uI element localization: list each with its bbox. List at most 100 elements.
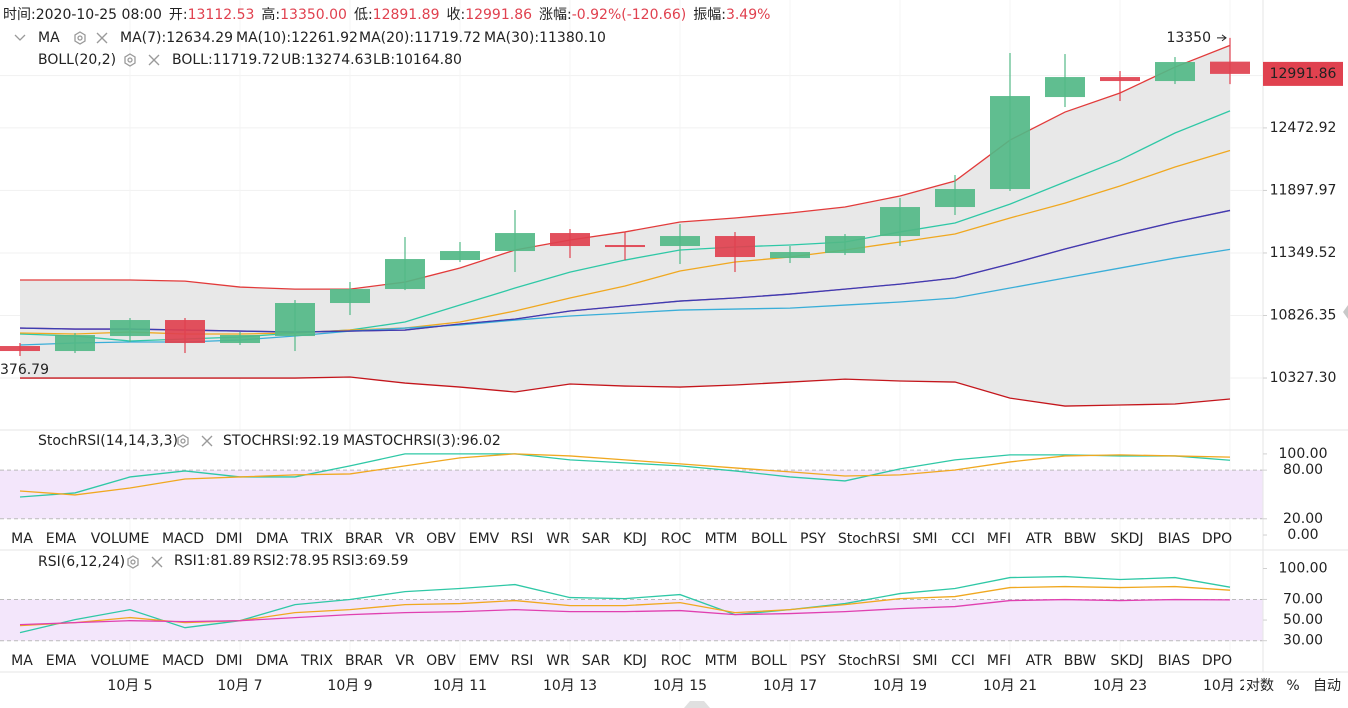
indicator-tab[interactable]: VR xyxy=(395,531,415,547)
indicator-tab[interactable]: DMA xyxy=(256,653,289,669)
indicator-tab[interactable]: BIAS xyxy=(1158,531,1190,547)
header-label: 振幅: xyxy=(693,7,726,23)
indicator-tab[interactable]: BRAR xyxy=(345,531,383,547)
candle-body xyxy=(770,252,810,259)
log-toggle[interactable]: 对数 xyxy=(1246,678,1274,694)
indicator-tab[interactable]: BBW xyxy=(1064,653,1097,669)
indicator-tab[interactable]: ROC xyxy=(661,653,692,669)
indicator-tab[interactable]: ROC xyxy=(661,531,692,547)
auto-toggle[interactable]: 自动 xyxy=(1313,678,1341,694)
candle-body xyxy=(165,320,205,344)
indicator-tab[interactable]: TRIX xyxy=(300,531,333,547)
indicator-tab[interactable]: KDJ xyxy=(623,531,647,547)
indicator-tab[interactable]: MTM xyxy=(705,531,738,547)
indicator-tab[interactable]: OBV xyxy=(426,653,456,669)
indicator-tab[interactable]: BBW xyxy=(1064,531,1097,547)
legend-entry: RSI2:78.95 xyxy=(253,553,329,569)
legend-entry: RSI3:69.59 xyxy=(332,553,408,569)
indicator-line xyxy=(19,209,1231,333)
indicator-tab[interactable]: PSY xyxy=(800,653,826,669)
header-label: 高: xyxy=(261,6,280,23)
indicator-tab[interactable]: BOLL xyxy=(751,653,787,669)
indicator-tab[interactable]: CCI xyxy=(951,653,975,669)
settings-icon[interactable] xyxy=(177,434,189,448)
indicator-tab[interactable]: VR xyxy=(395,653,415,669)
last-price-tag xyxy=(1263,61,1343,86)
indicator-tab[interactable]: StochRSI xyxy=(838,531,900,547)
indicator-tab[interactable]: DMI xyxy=(216,531,243,547)
indicator-tab[interactable]: MACD xyxy=(162,531,204,547)
low-annotation: 376.79 xyxy=(0,362,49,378)
indicator-tab[interactable]: WR xyxy=(546,653,570,669)
indicator-tab[interactable]: DMI xyxy=(216,653,243,669)
indicator-tab[interactable]: DMA xyxy=(256,531,289,547)
settings-icon[interactable] xyxy=(74,31,86,45)
y-tick-label: 70.00 xyxy=(1283,591,1323,607)
indicator-tab[interactable]: StochRSI xyxy=(838,653,900,669)
indicator-tab[interactable]: BOLL xyxy=(751,531,787,547)
legend-entry: MA(20):11719.72 xyxy=(359,30,481,46)
indicator-tab[interactable]: OBV xyxy=(426,531,456,547)
indicator-tab[interactable]: SAR xyxy=(582,531,611,547)
indicator-tab[interactable]: ATR xyxy=(1026,653,1053,669)
percent-toggle[interactable]: % xyxy=(1286,678,1299,694)
indicator-tab[interactable]: RSI xyxy=(511,531,534,547)
settings-icon[interactable] xyxy=(127,555,139,569)
indicator-tab[interactable]: MACD xyxy=(162,653,204,669)
x-tick-label: 10月 17 xyxy=(763,678,817,694)
indicator-line xyxy=(19,575,1231,634)
indicator-tab[interactable]: VOLUME xyxy=(91,531,150,547)
y-tick-label: 20.00 xyxy=(1283,511,1323,527)
indicator-tab[interactable]: EMV xyxy=(469,531,500,547)
candle-body xyxy=(550,233,590,247)
indicator-tab[interactable]: CCI xyxy=(951,531,975,547)
indicator-tab[interactable]: EMA xyxy=(46,653,77,669)
panel-title: RSI(6,12,24) xyxy=(38,554,125,570)
y-tick-label: 0.00 xyxy=(1287,527,1318,543)
indicator-line xyxy=(20,376,1231,407)
indicator-tab[interactable]: EMA xyxy=(46,531,77,547)
indicator-tab[interactable]: SAR xyxy=(582,653,611,669)
close-icon[interactable] xyxy=(151,556,163,568)
candle-body xyxy=(220,335,260,344)
indicator-tab[interactable]: DPO xyxy=(1202,531,1232,547)
header-value: 12891.89 xyxy=(373,7,440,23)
indicator-tab[interactable]: RSI xyxy=(511,653,534,669)
indicator-tab[interactable]: KDJ xyxy=(623,653,647,669)
band-fill xyxy=(0,470,1263,519)
header-value: 13112.53 xyxy=(188,7,255,23)
legend-group: MA xyxy=(38,30,60,46)
candle-body xyxy=(495,233,535,252)
scroll-handle[interactable] xyxy=(1343,305,1348,319)
indicator-tab[interactable]: SKDJ xyxy=(1111,653,1144,669)
close-icon[interactable] xyxy=(148,54,160,66)
indicator-tab[interactable]: VOLUME xyxy=(91,653,150,669)
indicator-tab[interactable]: BIAS xyxy=(1158,653,1190,669)
indicator-tab[interactable]: MFI xyxy=(987,653,1011,669)
indicator-tab[interactable]: SMI xyxy=(912,653,937,669)
candle-body xyxy=(880,207,920,237)
collapse-icon[interactable] xyxy=(14,34,26,41)
indicator-tab[interactable]: PSY xyxy=(800,531,826,547)
indicator-tab[interactable]: SKDJ xyxy=(1111,531,1144,547)
indicator-tab[interactable]: ATR xyxy=(1026,531,1053,547)
indicator-tab[interactable]: TRIX xyxy=(300,653,333,669)
indicator-tab[interactable]: MTM xyxy=(705,653,738,669)
indicator-tab[interactable]: MFI xyxy=(987,531,1011,547)
settings-icon[interactable] xyxy=(124,53,136,67)
indicator-tab[interactable]: MA xyxy=(11,653,33,669)
indicator-tab[interactable]: EMV xyxy=(469,653,500,669)
legend-group: BOLL(20,2) xyxy=(38,52,116,68)
indicator-tab[interactable]: MA xyxy=(11,531,33,547)
close-icon[interactable] xyxy=(201,435,213,447)
candle-body xyxy=(330,289,370,304)
indicator-tab[interactable]: WR xyxy=(546,531,570,547)
indicator-tab[interactable]: DPO xyxy=(1202,653,1232,669)
indicator-tab[interactable]: BRAR xyxy=(345,653,383,669)
resize-handle[interactable] xyxy=(684,701,710,708)
close-icon[interactable] xyxy=(96,32,108,44)
indicator-tab[interactable]: SMI xyxy=(912,531,937,547)
legend-entry: MASTOCHRSI(3):96.02 xyxy=(343,433,501,449)
